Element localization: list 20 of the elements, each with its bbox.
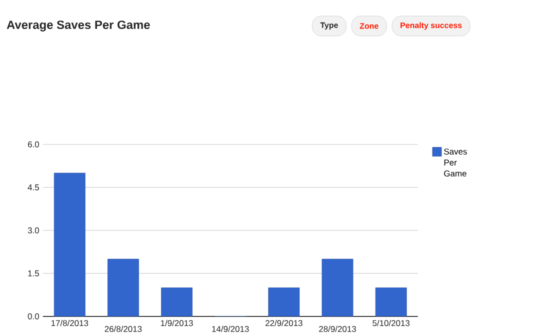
bar [375,287,407,316]
x-tick-label: 1/9/2013 [160,320,193,326]
bar [161,287,192,316]
y-tick-label: 1.5 [28,270,39,276]
x-tick-label: 14/9/2013 [212,326,249,332]
x-tick-label: 28/9/2013 [319,326,356,332]
bar [268,287,300,316]
chart-title: Average Saves Per Game [6,20,150,32]
bar [322,258,354,316]
legend-label: Saves Per Game [444,148,467,176]
x-tick-label: 17/8/2013 [51,320,88,326]
y-tick-label: 3.0 [28,227,40,234]
bar [108,258,139,316]
y-tick-label: 0.0 [28,313,40,320]
y-tick-label: 4.5 [28,184,39,190]
x-tick-label: 26/8/2013 [104,326,142,332]
y-tick-label: 6.0 [28,141,40,148]
x-tick-label: 5/10/2013 [372,320,410,326]
bar [54,172,86,316]
x-tick-label: 22/9/2013 [266,320,302,326]
